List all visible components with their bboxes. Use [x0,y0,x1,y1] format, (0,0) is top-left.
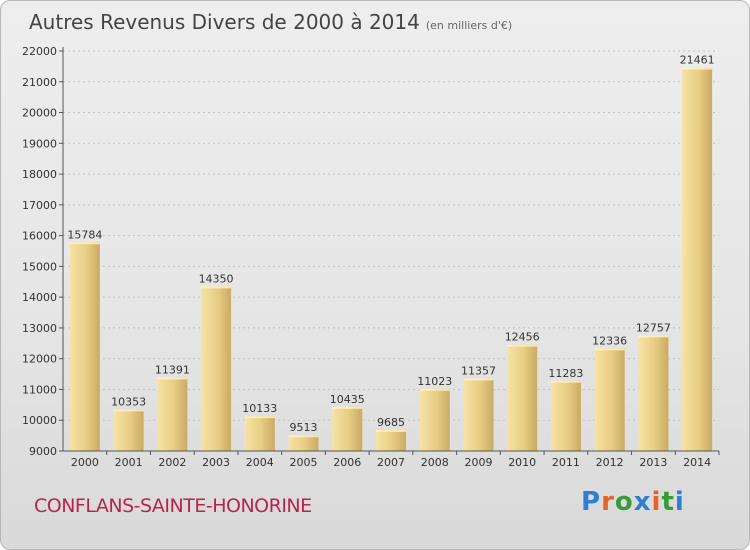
chart-title-text: Autres Revenus Divers de 2000 à 2014 [29,10,420,34]
bar-value-label: 21461 [680,54,715,67]
bar-value-label: 9513 [290,421,318,434]
x-tick-label: 2002 [158,456,186,469]
bar [69,242,100,451]
x-tick-label: 2005 [290,456,318,469]
y-tick-label: 12000 [22,353,57,366]
y-tick-label: 13000 [22,322,57,335]
x-tick-label: 2004 [246,456,274,469]
bar-value-label: 11283 [548,367,583,380]
bar [376,429,406,451]
bar-value-label: 10435 [330,393,365,406]
y-tick-label: 18000 [22,168,57,181]
bar-top-highlight [682,67,713,70]
bar [157,377,188,451]
bar-value-label: 11023 [417,375,452,388]
bar-top-highlight [550,380,581,383]
bar-top-highlight [376,429,406,432]
y-tick-label: 15000 [22,260,57,273]
x-tick-label: 2012 [596,456,624,469]
bar-value-label: 11357 [461,364,496,377]
proxiti-logo: Proxiti [581,487,685,517]
x-tick-label: 2009 [464,456,492,469]
y-tick-label: 9000 [29,445,57,458]
y-tick-label: 16000 [22,230,57,243]
bar-value-label: 12456 [505,331,540,344]
bar [638,335,669,451]
bar-value-label: 9685 [377,416,405,429]
y-tick-label: 21000 [22,76,57,89]
bar-top-highlight [419,388,450,391]
x-tick-label: 2011 [552,456,580,469]
bar-top-highlight [332,406,363,409]
y-tick-label: 14000 [22,291,57,304]
chart-title: Autres Revenus Divers de 2000 à 2014 (en … [29,10,512,34]
x-tick-label: 2008 [421,456,449,469]
bar [419,388,450,451]
x-tick-label: 2010 [508,456,536,469]
bar [113,409,144,451]
x-tick-label: 2001 [115,456,143,469]
bar [682,67,713,451]
bar-top-highlight [201,286,232,289]
bar-value-label: 11391 [155,363,190,376]
bar [332,406,363,451]
x-tick-label: 2006 [333,456,361,469]
bar [244,416,275,451]
bar-top-highlight [157,377,188,380]
y-tick-label: 20000 [22,107,57,120]
x-tick-label: 2014 [683,456,711,469]
bar [550,380,581,451]
bar [201,286,232,451]
bar-top-highlight [113,409,144,412]
bar [507,344,538,451]
location-name: CONFLANS-SAINTE-HONORINE [34,495,312,517]
y-tick-label: 11000 [22,383,57,396]
y-tick-label: 22000 [22,45,57,58]
bar-value-label: 14350 [199,272,234,285]
bar-top-highlight [594,348,625,351]
chart-subtitle: (en milliers d'€) [425,19,513,32]
y-tick-label: 19000 [22,137,57,150]
bar-value-label: 12336 [592,334,627,347]
bar-top-highlight [288,435,319,438]
bar-top-highlight [69,242,100,245]
x-tick-label: 2013 [639,456,667,469]
bar [463,378,494,451]
bar-value-label: 10133 [242,402,277,415]
bar-value-label: 10353 [111,395,146,408]
bar-value-label: 12757 [636,321,671,334]
bar-top-highlight [244,416,275,419]
x-tick-label: 2007 [377,456,405,469]
bar [288,435,319,451]
x-tick-label: 2000 [71,456,99,469]
y-tick-label: 17000 [22,199,57,212]
bar-value-label: 15784 [67,228,102,241]
bar-top-highlight [507,344,538,347]
y-tick-label: 10000 [22,414,57,427]
bar [594,348,625,451]
x-tick-label: 2003 [202,456,230,469]
bar-top-highlight [638,335,669,338]
bar-top-highlight [463,378,494,381]
